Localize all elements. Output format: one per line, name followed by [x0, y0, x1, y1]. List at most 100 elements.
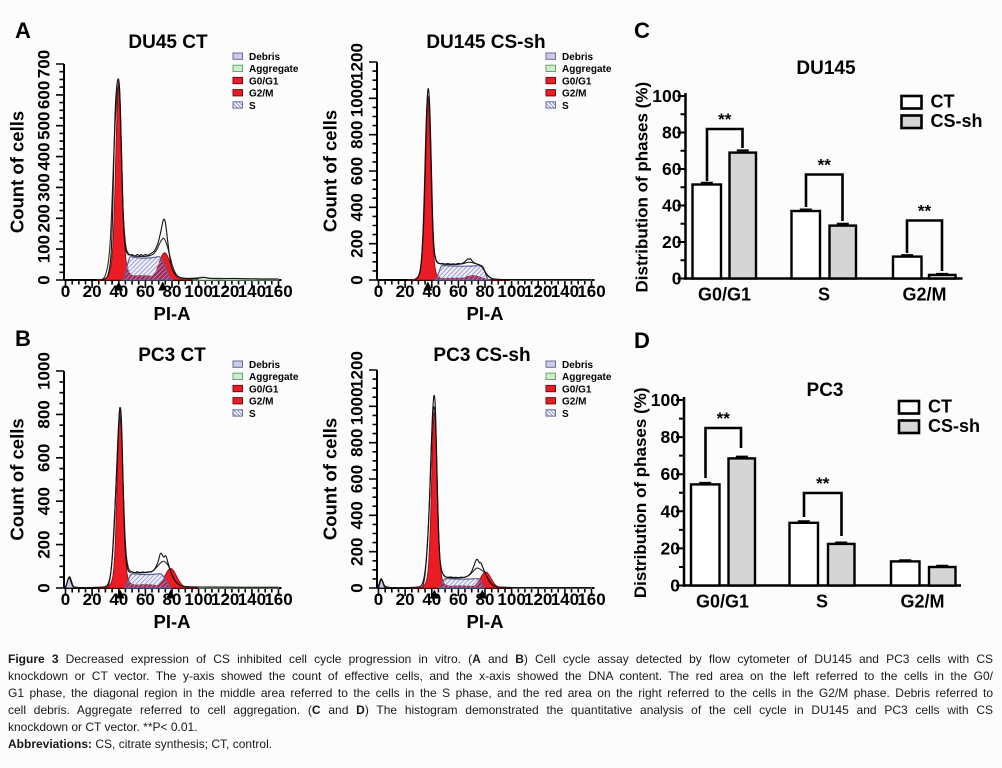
svg-text:20: 20: [662, 232, 682, 252]
svg-text:160: 160: [264, 590, 292, 609]
svg-text:S: S: [818, 285, 830, 305]
svg-text:40: 40: [109, 282, 128, 301]
svg-text:G0/G1: G0/G1: [696, 592, 749, 612]
svg-text:CT: CT: [931, 92, 955, 112]
svg-text:CS-sh: CS-sh: [931, 111, 983, 131]
svg-text:Count of cells: Count of cells: [7, 111, 28, 233]
svg-text:B: B: [15, 326, 31, 351]
svg-text:S: S: [249, 409, 256, 420]
svg-text:G2/M: G2/M: [249, 89, 273, 100]
svg-text:PI-A: PI-A: [154, 303, 191, 324]
svg-text:0: 0: [374, 282, 383, 301]
svg-text:Debris: Debris: [562, 52, 594, 63]
svg-text:S: S: [249, 101, 256, 112]
svg-text:140: 140: [551, 282, 579, 301]
svg-text:1000: 1000: [35, 352, 54, 390]
svg-text:160: 160: [577, 590, 605, 609]
svg-text:DU145: DU145: [796, 58, 856, 79]
svg-text:100: 100: [184, 282, 212, 301]
svg-text:80: 80: [476, 282, 495, 301]
svg-text:200: 200: [348, 230, 367, 258]
svg-text:600: 600: [348, 157, 367, 185]
svg-text:0: 0: [374, 590, 383, 609]
svg-text:G0/G1: G0/G1: [249, 76, 279, 87]
svg-text:Debris: Debris: [562, 360, 594, 371]
svg-text:PI-A: PI-A: [467, 303, 504, 324]
svg-text:200: 200: [35, 530, 54, 558]
svg-text:80: 80: [662, 123, 682, 143]
svg-text:0: 0: [61, 590, 70, 609]
svg-text:40: 40: [662, 196, 682, 216]
svg-text:G2/M: G2/M: [900, 592, 944, 612]
svg-text:20: 20: [83, 590, 102, 609]
svg-text:0: 0: [348, 275, 367, 284]
svg-text:0: 0: [61, 282, 70, 301]
svg-text:20: 20: [83, 282, 102, 301]
svg-text:100: 100: [497, 590, 525, 609]
svg-text:300: 300: [35, 173, 54, 201]
svg-text:400: 400: [348, 193, 367, 221]
svg-text:80: 80: [476, 590, 495, 609]
svg-text:1000: 1000: [348, 387, 367, 425]
svg-text:DU145 CS-sh: DU145 CS-sh: [426, 32, 545, 53]
svg-text:120: 120: [524, 282, 552, 301]
svg-text:Distribution of phases (%): Distribution of phases (%): [631, 387, 650, 598]
svg-text:Debris: Debris: [249, 360, 281, 371]
svg-text:60: 60: [136, 282, 155, 301]
svg-text:**: **: [818, 156, 832, 175]
svg-text:40: 40: [661, 501, 681, 521]
svg-text:CS-sh: CS-sh: [928, 416, 980, 436]
svg-text:Aggregate: Aggregate: [562, 372, 612, 383]
svg-text:700: 700: [35, 50, 54, 78]
svg-text:160: 160: [264, 282, 292, 301]
svg-text:**: **: [717, 409, 731, 428]
svg-text:G2/M: G2/M: [902, 285, 946, 305]
svg-text:Count of cells: Count of cells: [320, 418, 341, 540]
svg-text:Count of cells: Count of cells: [7, 418, 28, 540]
svg-text:200: 200: [348, 538, 367, 566]
svg-text:20: 20: [661, 538, 681, 558]
svg-text:600: 600: [35, 444, 54, 472]
svg-text:600: 600: [348, 465, 367, 493]
svg-text:PC3: PC3: [807, 380, 844, 401]
svg-text:G0/G1: G0/G1: [562, 76, 592, 87]
svg-text:CT: CT: [928, 397, 952, 417]
svg-text:G2/M: G2/M: [249, 397, 273, 408]
svg-text:PI-A: PI-A: [467, 611, 504, 632]
svg-text:400: 400: [348, 501, 367, 529]
svg-text:160: 160: [577, 282, 605, 301]
svg-text:100: 100: [651, 390, 680, 410]
svg-text:PC3 CT: PC3 CT: [138, 345, 206, 366]
svg-text:G0/G1: G0/G1: [249, 384, 279, 395]
svg-text:120: 120: [211, 282, 239, 301]
svg-text:0: 0: [35, 275, 54, 284]
svg-text:60: 60: [449, 282, 468, 301]
svg-text:Count of cells: Count of cells: [320, 110, 341, 232]
svg-text:60: 60: [449, 590, 468, 609]
svg-text:PC3 CS-sh: PC3 CS-sh: [433, 345, 530, 366]
svg-text:20: 20: [396, 282, 415, 301]
svg-text:A: A: [15, 18, 31, 43]
svg-text:80: 80: [163, 282, 182, 301]
svg-text:40: 40: [422, 282, 441, 301]
svg-text:0: 0: [670, 576, 680, 596]
svg-text:G0/G1: G0/G1: [562, 384, 592, 395]
svg-text:100: 100: [497, 282, 525, 301]
svg-text:400: 400: [35, 142, 54, 170]
svg-text:G2/M: G2/M: [562, 397, 586, 408]
svg-text:C: C: [634, 18, 650, 43]
svg-text:40: 40: [422, 590, 441, 609]
svg-text:800: 800: [348, 121, 367, 149]
svg-text:60: 60: [662, 159, 682, 179]
svg-text:S: S: [816, 592, 828, 612]
svg-text:600: 600: [35, 81, 54, 109]
svg-text:0: 0: [672, 269, 682, 289]
svg-text:800: 800: [348, 429, 367, 457]
svg-text:120: 120: [211, 590, 239, 609]
svg-text:100: 100: [184, 590, 212, 609]
svg-text:D: D: [634, 328, 650, 353]
svg-text:20: 20: [396, 590, 415, 609]
svg-text:80: 80: [163, 590, 182, 609]
svg-text:120: 120: [524, 590, 552, 609]
svg-text:PI-A: PI-A: [154, 611, 191, 632]
